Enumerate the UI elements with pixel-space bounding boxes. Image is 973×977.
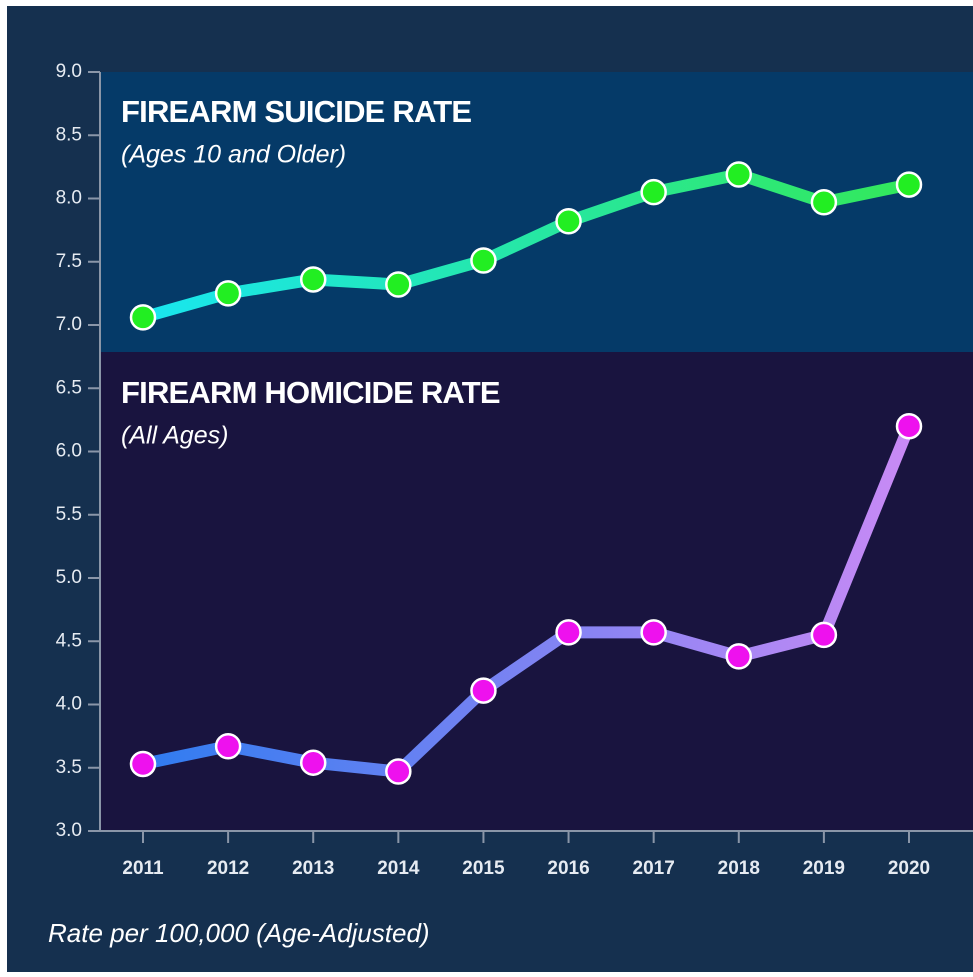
point xyxy=(299,749,327,776)
point xyxy=(895,171,923,198)
point xyxy=(385,758,412,785)
x-tick-label: 2018 xyxy=(718,858,760,879)
point xyxy=(725,161,753,188)
point xyxy=(470,677,497,704)
point xyxy=(299,266,327,293)
y-tick-label: 3.0 xyxy=(56,820,82,841)
point xyxy=(129,304,157,331)
x-tick-label: 2017 xyxy=(633,858,675,879)
series-title: FIREARM HOMICIDE RATE xyxy=(121,375,500,410)
x-tick-label: 2014 xyxy=(377,858,420,879)
point xyxy=(555,208,582,235)
y-tick-label: 7.0 xyxy=(56,314,82,335)
point xyxy=(129,750,157,778)
point xyxy=(810,189,838,216)
y-tick-label: 6.0 xyxy=(56,441,82,462)
axis-label: Rate per 100,000 (Age-Adjusted) xyxy=(48,918,430,948)
y-tick-label: 8.5 xyxy=(56,124,82,145)
point xyxy=(214,732,242,760)
y-tick-label: 5.5 xyxy=(56,504,82,525)
x-tick-label: 2020 xyxy=(888,858,930,879)
point xyxy=(555,619,582,646)
point xyxy=(214,280,242,307)
x-tick-label: 2016 xyxy=(547,858,589,879)
y-tick-label: 4.5 xyxy=(56,630,82,651)
y-tick-label: 6.5 xyxy=(56,377,82,398)
series-note: (Ages 10 and Older) xyxy=(121,141,346,169)
x-tick-label: 2011 xyxy=(122,858,164,879)
y-tick-label: 8.0 xyxy=(56,188,82,209)
series-title: FIREARM SUICIDE RATE xyxy=(121,94,471,129)
series-line xyxy=(137,420,915,778)
point xyxy=(810,621,838,649)
point xyxy=(640,619,667,646)
x-tick-label: 2015 xyxy=(462,858,505,879)
point xyxy=(895,412,923,440)
point xyxy=(470,247,497,274)
x-tick-label: 2019 xyxy=(803,858,845,879)
y-tick-label: 4.0 xyxy=(56,694,82,715)
point xyxy=(640,178,667,206)
y-tick-label: 3.5 xyxy=(56,757,82,778)
y-tick-label: 7.5 xyxy=(56,251,82,272)
point xyxy=(725,643,753,670)
point xyxy=(385,271,412,298)
y-tick-label: 5.0 xyxy=(56,567,82,588)
y-tick-label: 9.0 xyxy=(56,61,82,82)
series-line xyxy=(137,168,915,324)
x-tick-label: 2013 xyxy=(292,858,334,879)
x-tick-label: 2012 xyxy=(207,858,249,879)
series-note: (All Ages) xyxy=(121,422,228,450)
